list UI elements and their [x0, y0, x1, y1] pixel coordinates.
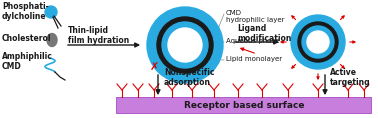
- Text: Thin-lipid
film hydration: Thin-lipid film hydration: [68, 26, 129, 45]
- Circle shape: [291, 15, 345, 69]
- Text: Phosphati-
dylcholine: Phosphati- dylcholine: [2, 2, 49, 21]
- Text: Ligand
modification: Ligand modification: [237, 24, 291, 43]
- Text: Aqueous phase: Aqueous phase: [226, 38, 279, 44]
- Text: Nonspecific
adsorption: Nonspecific adsorption: [164, 68, 214, 87]
- Text: Lipid monolayer: Lipid monolayer: [226, 56, 282, 62]
- Ellipse shape: [47, 34, 57, 46]
- Text: Active
targeting: Active targeting: [330, 68, 370, 87]
- Circle shape: [147, 7, 223, 83]
- Text: CMD
hydrophilic layer: CMD hydrophilic layer: [226, 10, 285, 23]
- Circle shape: [307, 31, 329, 53]
- Text: Cholesterol: Cholesterol: [2, 34, 51, 43]
- Text: ✗: ✗: [149, 62, 159, 72]
- Bar: [116, 97, 371, 113]
- Circle shape: [157, 17, 213, 73]
- Circle shape: [162, 22, 208, 68]
- Circle shape: [302, 26, 334, 58]
- Text: Receptor based surface: Receptor based surface: [184, 101, 304, 110]
- Circle shape: [298, 22, 338, 62]
- Circle shape: [45, 6, 57, 18]
- Circle shape: [168, 28, 202, 62]
- Text: Amphiphilic
CMD: Amphiphilic CMD: [2, 52, 53, 71]
